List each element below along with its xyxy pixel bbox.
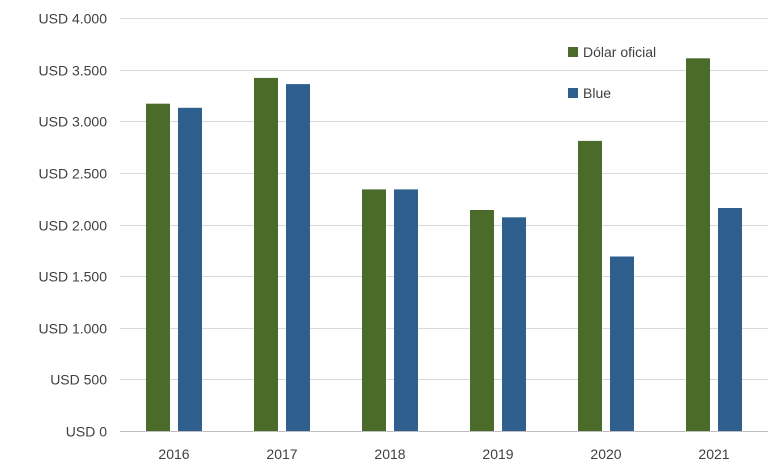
bar-dolar-oficial-2017 [254,77,278,432]
legend: Dólar oficial Blue [568,44,656,101]
y-tick-label: USD 1.500 [39,269,108,285]
bar-blue-2018 [394,189,418,431]
x-tick-label: 2019 [482,446,513,462]
x-tick-label: 2017 [266,446,297,462]
bar-dolar-oficial-2018 [362,189,386,431]
x-tick-label: 2020 [590,446,621,462]
bar-dolar-oficial-2019 [470,210,494,431]
bar-dolar-oficial-2021 [686,58,710,432]
legend-swatch [568,47,578,57]
y-tick-label: USD 1.000 [39,321,108,337]
y-tick-label: USD 0 [66,424,107,440]
legend-label: Dólar oficial [583,44,656,60]
x-tick-label: 2016 [158,446,189,462]
y-tick-label: USD 2.500 [39,166,108,182]
bar-blue-2017 [286,84,310,431]
bar-dolar-oficial-2020 [578,140,602,431]
y-tick-label: USD 3.000 [39,114,108,130]
x-tick-label: 2021 [698,446,729,462]
y-tick-label: USD 3.500 [39,63,108,79]
x-tick-label: 2018 [374,446,405,462]
bars [146,58,742,432]
bar-dolar-oficial-2016 [146,103,170,431]
legend-label: Blue [583,85,611,101]
bar-blue-2016 [178,107,202,432]
bar-blue-2020 [610,256,634,431]
bar-blue-2021 [718,208,742,431]
y-tick-label: USD 2.000 [39,218,108,234]
bar-blue-2019 [502,217,526,431]
legend-swatch [568,88,578,98]
gridlines [120,18,768,432]
y-tick-label: USD 4.000 [39,11,108,27]
y-tick-label: USD 500 [50,372,107,388]
x-axis-tick-labels: 2016 2017 2018 2019 2020 2021 [158,446,729,462]
y-axis-tick-labels: USD 0 USD 500 USD 1.000 USD 1.500 USD 2.000 U… [39,11,108,440]
